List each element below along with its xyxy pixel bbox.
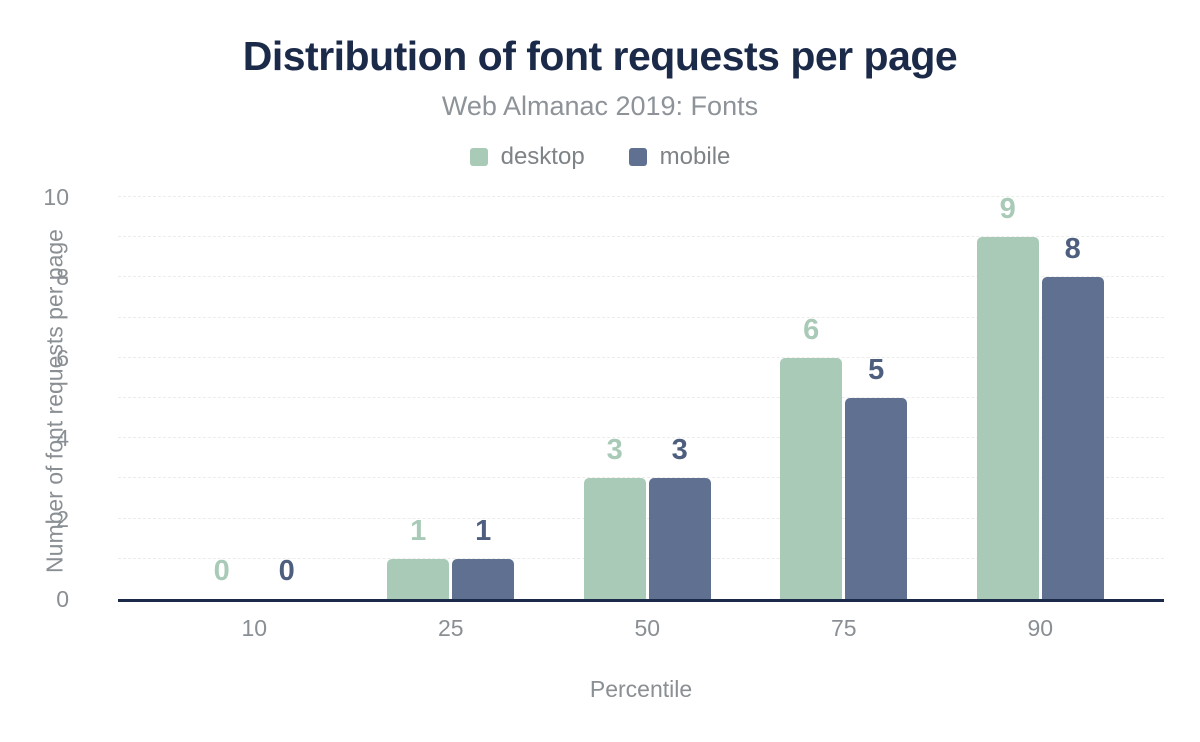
x-tick-label-25: 25 xyxy=(437,615,464,641)
x-tick-label-50: 50 xyxy=(634,615,661,641)
bar-mobile-p50[interactable] xyxy=(648,478,711,599)
y-tick-label: 8 xyxy=(56,264,69,291)
bar-value-label-mobile-p10: 0 xyxy=(278,555,295,587)
y-tick-label: 2 xyxy=(56,505,69,532)
bar-value-label-desktop-p90: 9 xyxy=(999,193,1016,226)
bar-mobile-p90[interactable] xyxy=(1041,277,1104,599)
bar-mobile-p25[interactable] xyxy=(452,558,515,599)
legend: desktop mobile xyxy=(0,143,1200,171)
legend-swatch-icon xyxy=(628,148,647,166)
y-tick-label: 4 xyxy=(56,425,69,452)
gridline xyxy=(118,437,1164,439)
bar-desktop-p50[interactable] xyxy=(583,478,646,599)
legend-item-desktop[interactable]: desktop xyxy=(469,143,585,171)
bar-value-label-desktop-p75: 6 xyxy=(803,313,820,346)
bar-desktop-p90[interactable] xyxy=(976,237,1039,599)
chart-title: Distribution of font requests per page xyxy=(242,33,958,79)
bar-group-90: 9 8 90 xyxy=(976,194,1104,641)
bar-group-10: 0 0 10 xyxy=(191,200,318,641)
bar-group-50: 3 3 50 xyxy=(583,200,711,641)
plot-area: 0 2 4 6 8 10 0 0 10 1 1 25 3 3 50 6 5 75 9 8 90 xyxy=(43,185,1164,641)
gridline xyxy=(118,236,1164,238)
bar-value-label-desktop-p25: 1 xyxy=(410,514,427,547)
gridline xyxy=(118,477,1164,479)
bar-value-label-mobile-p75: 5 xyxy=(868,354,885,386)
bar-desktop-p75[interactable] xyxy=(780,357,843,599)
bar-value-label-desktop-p50: 3 xyxy=(606,434,623,467)
legend-label: mobile xyxy=(659,143,731,170)
x-tick-label-10: 10 xyxy=(241,615,268,641)
bar-value-label-desktop-p10: 0 xyxy=(213,555,230,587)
bar-mobile-p75[interactable] xyxy=(845,398,908,599)
y-tick-label: 0 xyxy=(56,586,69,612)
bar-group-75: 6 5 75 xyxy=(780,200,908,641)
bar-value-label-mobile-p50: 3 xyxy=(671,434,688,467)
bar-value-label-mobile-p90: 8 xyxy=(1064,233,1081,266)
y-tick-label: 10 xyxy=(43,184,69,210)
chart-subtitle: Web Almanac 2019: Fonts xyxy=(441,91,759,121)
gridline xyxy=(118,316,1164,318)
bar-desktop-p25[interactable] xyxy=(387,558,450,599)
bar-group-25: 1 1 25 xyxy=(387,200,515,641)
legend-label: desktop xyxy=(500,143,585,170)
gridline xyxy=(118,276,1164,278)
legend-item-mobile[interactable]: mobile xyxy=(628,143,731,171)
legend-swatch-icon xyxy=(469,148,488,166)
gridline xyxy=(118,196,1164,197)
x-tick-label-90: 90 xyxy=(1027,615,1054,641)
x-tick-label-75: 75 xyxy=(830,615,857,641)
gridline xyxy=(118,397,1164,398)
y-tick-label: 6 xyxy=(56,344,69,371)
bar-value-label-mobile-p25: 1 xyxy=(475,514,492,547)
gridline xyxy=(118,356,1164,358)
x-axis-title: Percentile xyxy=(589,676,693,702)
